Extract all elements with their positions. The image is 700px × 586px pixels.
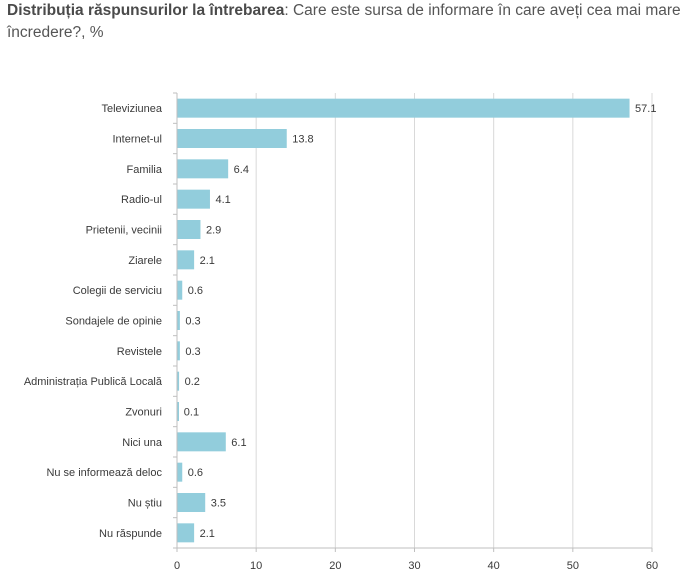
category-labels: Televiziunea Internet-ul Familia Radio-ul Pr… <box>24 103 163 540</box>
data-label: 0.2 <box>185 376 200 388</box>
data-label: 0.6 <box>188 467 203 479</box>
data-label: 0.3 <box>185 316 200 328</box>
bar <box>177 280 183 300</box>
bar <box>177 371 180 391</box>
category-label: Nu se informează deloc <box>46 467 162 479</box>
bar <box>177 402 179 421</box>
bars <box>177 98 630 543</box>
chart-title-bold: Distribuția răspunsurilor la întrebarea <box>7 2 285 19</box>
data-label: 0.1 <box>184 407 199 419</box>
data-label: 3.5 <box>211 498 226 510</box>
x-tick-label: 10 <box>250 560 262 572</box>
data-label: 2.9 <box>206 225 221 237</box>
category-label: Sondajele de opinie <box>65 316 162 328</box>
data-label: 2.1 <box>200 255 215 267</box>
grid-lines <box>173 92 653 549</box>
category-label: Administrația Publică Locală <box>24 376 163 388</box>
bar <box>177 341 180 361</box>
data-label: 6.4 <box>234 164 249 176</box>
category-label: Nu știu <box>128 498 162 510</box>
bar <box>177 220 201 239</box>
bar <box>177 250 195 270</box>
x-tick-label: 30 <box>408 560 420 572</box>
category-label: Televiziunea <box>101 103 162 115</box>
data-label: 0.3 <box>185 346 200 358</box>
x-tick-label: 40 <box>488 560 500 572</box>
bar <box>177 159 229 179</box>
chart-title: Distribuția răspunsurilor la întrebarea:… <box>7 0 697 44</box>
data-label: 13.8 <box>292 134 313 146</box>
category-label: Nici una <box>122 437 163 449</box>
x-tick-label: 0 <box>174 560 180 572</box>
value-labels: 57.1 13.8 6.4 4.1 2.9 2.1 0.6 0.3 0.3 0.2 0.1 6.1 0.… <box>184 103 657 540</box>
x-tick-label: 20 <box>329 560 341 572</box>
data-label: 4.1 <box>215 194 230 206</box>
bar <box>177 311 180 330</box>
chart-title-question: : Care este sursa de informare în care a… <box>7 2 681 41</box>
category-label: Radio-ul <box>121 194 162 206</box>
bar <box>177 189 210 209</box>
data-label: 0.6 <box>188 285 203 297</box>
category-label: Internet-ul <box>112 134 162 146</box>
category-label: Familia <box>127 164 163 176</box>
data-label: 6.1 <box>231 437 246 449</box>
category-label: Prietenii, vecinii <box>86 225 162 237</box>
bar <box>177 523 195 543</box>
x-tick-label: 60 <box>646 560 658 572</box>
category-label: Zvonuri <box>125 407 162 419</box>
category-label: Nu răspunde <box>99 528 162 540</box>
category-label: Colegii de serviciu <box>73 285 162 297</box>
data-label: 57.1 <box>635 103 656 115</box>
category-label: Ziarele <box>128 255 162 267</box>
bar <box>177 462 183 482</box>
x-axis-ticks: 0 10 20 30 40 50 60 <box>174 548 658 572</box>
bar <box>177 98 630 118</box>
data-label: 2.1 <box>200 528 215 540</box>
bar <box>177 432 226 452</box>
x-tick-label: 50 <box>567 560 579 572</box>
category-label: Revistele <box>117 346 162 358</box>
bar <box>177 493 206 512</box>
bar <box>177 129 287 148</box>
